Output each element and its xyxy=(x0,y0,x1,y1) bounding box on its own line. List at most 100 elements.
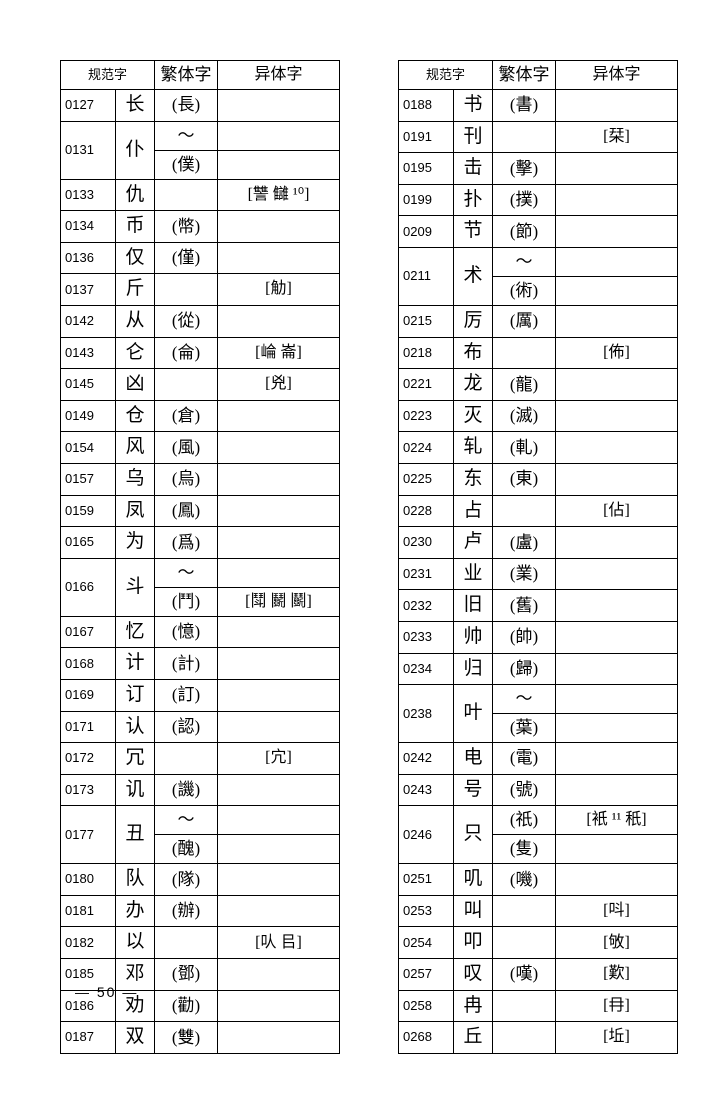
row-num: 0225 xyxy=(399,463,454,495)
row-trad: ～ xyxy=(493,685,556,714)
row-char: 龙 xyxy=(454,369,493,401)
table-row: 0177丑～ xyxy=(61,806,340,835)
table-row: 0254叩[敂] xyxy=(399,927,678,959)
row-var xyxy=(218,305,340,337)
table-row: 0257叹(嘆)[歎] xyxy=(399,959,678,991)
row-trad: (祇) xyxy=(493,806,556,835)
row-num: 0172 xyxy=(61,743,116,775)
row-char: 术 xyxy=(454,247,493,305)
row-char: 丑 xyxy=(116,806,155,864)
row-trad: (滅) xyxy=(493,400,556,432)
row-char: 书 xyxy=(454,90,493,122)
row-var xyxy=(218,527,340,559)
row-trad: (計) xyxy=(155,648,218,680)
page-content: 规范字 繁体字 异体字 0127长(長)0131仆～(僕)0133仇[讐 讎 ¹… xyxy=(0,0,728,1094)
row-char: 扑 xyxy=(454,184,493,216)
row-var: [讐 讎 ¹⁰] xyxy=(218,179,340,211)
row-num: 0243 xyxy=(399,774,454,806)
table-row: 0228占[佔] xyxy=(399,495,678,527)
table-row: 0166斗～ xyxy=(61,558,340,587)
row-trad: (東) xyxy=(493,463,556,495)
row-char: 长 xyxy=(116,90,155,122)
row-num: 0181 xyxy=(61,895,116,927)
row-char: 叩 xyxy=(454,927,493,959)
row-trad: (風) xyxy=(155,432,218,464)
table-row: 0195击(擊) xyxy=(399,153,678,185)
row-trad: (侖) xyxy=(155,337,218,369)
row-var xyxy=(556,400,678,432)
table-row: 0225东(東) xyxy=(399,463,678,495)
row-var xyxy=(556,714,678,743)
row-var xyxy=(556,216,678,248)
table-row: 0145凶[兇] xyxy=(61,369,340,401)
row-var xyxy=(556,463,678,495)
row-var xyxy=(556,835,678,864)
row-var xyxy=(556,305,678,337)
row-char: 忆 xyxy=(116,616,155,648)
table-row: 0258冉[冄] xyxy=(399,990,678,1022)
row-char: 只 xyxy=(454,806,493,864)
row-char: 从 xyxy=(116,305,155,337)
row-var xyxy=(556,369,678,401)
table-row: 0127长(長) xyxy=(61,90,340,122)
row-var: [歎] xyxy=(556,959,678,991)
row-trad: (葉) xyxy=(493,714,556,743)
row-num: 0167 xyxy=(61,616,116,648)
row-num: 0251 xyxy=(399,864,454,896)
row-num: 0191 xyxy=(399,121,454,153)
row-num: 0187 xyxy=(61,1022,116,1054)
row-trad: (幣) xyxy=(155,211,218,243)
row-num: 0166 xyxy=(61,558,116,616)
row-num: 0157 xyxy=(61,463,116,495)
row-trad: (嘰) xyxy=(493,864,556,896)
row-var: [鬦 鬭 鬬] xyxy=(218,587,340,616)
row-num: 0257 xyxy=(399,959,454,991)
row-trad: (從) xyxy=(155,305,218,337)
table-row: 0165为(爲) xyxy=(61,527,340,559)
row-num: 0230 xyxy=(399,527,454,559)
row-var xyxy=(218,400,340,432)
row-char: 叫 xyxy=(454,895,493,927)
row-char: 冗 xyxy=(116,743,155,775)
header-var: 异体字 xyxy=(556,61,678,90)
table-row: 0187双(雙) xyxy=(61,1022,340,1054)
table-row: 0133仇[讐 讎 ¹⁰] xyxy=(61,179,340,211)
row-char: 刊 xyxy=(454,121,493,153)
row-char: 币 xyxy=(116,211,155,243)
row-trad: (譏) xyxy=(155,774,218,806)
row-var xyxy=(556,90,678,122)
row-trad: (勸) xyxy=(155,990,218,1022)
row-trad: (辦) xyxy=(155,895,218,927)
row-char: 仇 xyxy=(116,179,155,211)
row-char: 卢 xyxy=(454,527,493,559)
row-trad: ～ xyxy=(155,121,218,150)
table-row: 0181办(辦) xyxy=(61,895,340,927)
table-row: 0157乌(烏) xyxy=(61,463,340,495)
row-char: 凶 xyxy=(116,369,155,401)
table-row: 0218布[佈] xyxy=(399,337,678,369)
table-row: 0251叽(嘰) xyxy=(399,864,678,896)
table-row: 0231业(業) xyxy=(399,558,678,590)
row-num: 0168 xyxy=(61,648,116,680)
row-var: [崘 崙] xyxy=(218,337,340,369)
row-trad: (鄧) xyxy=(155,959,218,991)
row-num: 0215 xyxy=(399,305,454,337)
row-var xyxy=(218,648,340,680)
left-table: 规范字 繁体字 异体字 0127长(長)0131仆～(僕)0133仇[讐 讎 ¹… xyxy=(60,60,340,1054)
row-num: 0254 xyxy=(399,927,454,959)
row-char: 丘 xyxy=(454,1022,493,1054)
row-var xyxy=(556,432,678,464)
row-num: 0218 xyxy=(399,337,454,369)
row-char: 乌 xyxy=(116,463,155,495)
row-num: 0211 xyxy=(399,247,454,305)
row-num: 0228 xyxy=(399,495,454,527)
row-var xyxy=(218,121,340,150)
row-num: 0223 xyxy=(399,400,454,432)
table-row: 0232旧(舊) xyxy=(399,590,678,622)
row-var xyxy=(218,242,340,274)
row-num: 0145 xyxy=(61,369,116,401)
row-trad: (僅) xyxy=(155,242,218,274)
row-var xyxy=(556,247,678,276)
row-num: 0137 xyxy=(61,274,116,306)
row-num: 0165 xyxy=(61,527,116,559)
